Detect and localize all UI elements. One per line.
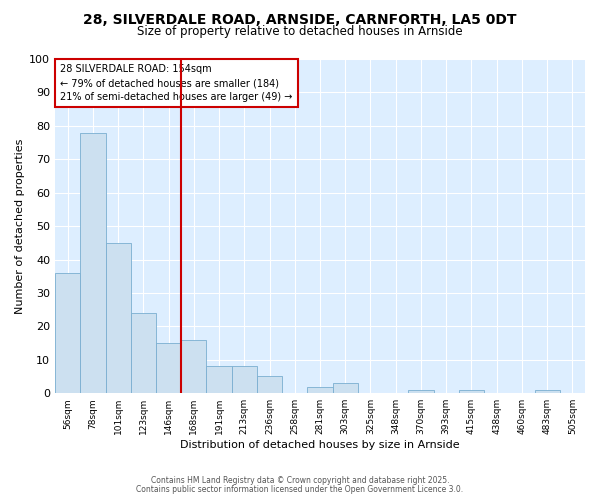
Bar — [80, 132, 106, 393]
Bar — [409, 390, 434, 393]
Bar — [535, 390, 560, 393]
Text: Size of property relative to detached houses in Arnside: Size of property relative to detached ho… — [137, 25, 463, 38]
Text: 28 SILVERDALE ROAD: 154sqm
← 79% of detached houses are smaller (184)
21% of sem: 28 SILVERDALE ROAD: 154sqm ← 79% of deta… — [61, 64, 293, 102]
Text: Contains HM Land Registry data © Crown copyright and database right 2025.: Contains HM Land Registry data © Crown c… — [151, 476, 449, 485]
Y-axis label: Number of detached properties: Number of detached properties — [15, 138, 25, 314]
Bar — [156, 343, 181, 393]
Bar — [181, 340, 206, 393]
Bar — [459, 390, 484, 393]
Bar — [106, 243, 131, 393]
Text: Contains public sector information licensed under the Open Government Licence 3.: Contains public sector information licen… — [136, 485, 464, 494]
Bar — [206, 366, 232, 393]
Bar — [332, 383, 358, 393]
Bar — [232, 366, 257, 393]
X-axis label: Distribution of detached houses by size in Arnside: Distribution of detached houses by size … — [180, 440, 460, 450]
Bar — [257, 376, 282, 393]
Bar — [55, 273, 80, 393]
Bar — [307, 386, 332, 393]
Bar — [131, 313, 156, 393]
Text: 28, SILVERDALE ROAD, ARNSIDE, CARNFORTH, LA5 0DT: 28, SILVERDALE ROAD, ARNSIDE, CARNFORTH,… — [83, 12, 517, 26]
